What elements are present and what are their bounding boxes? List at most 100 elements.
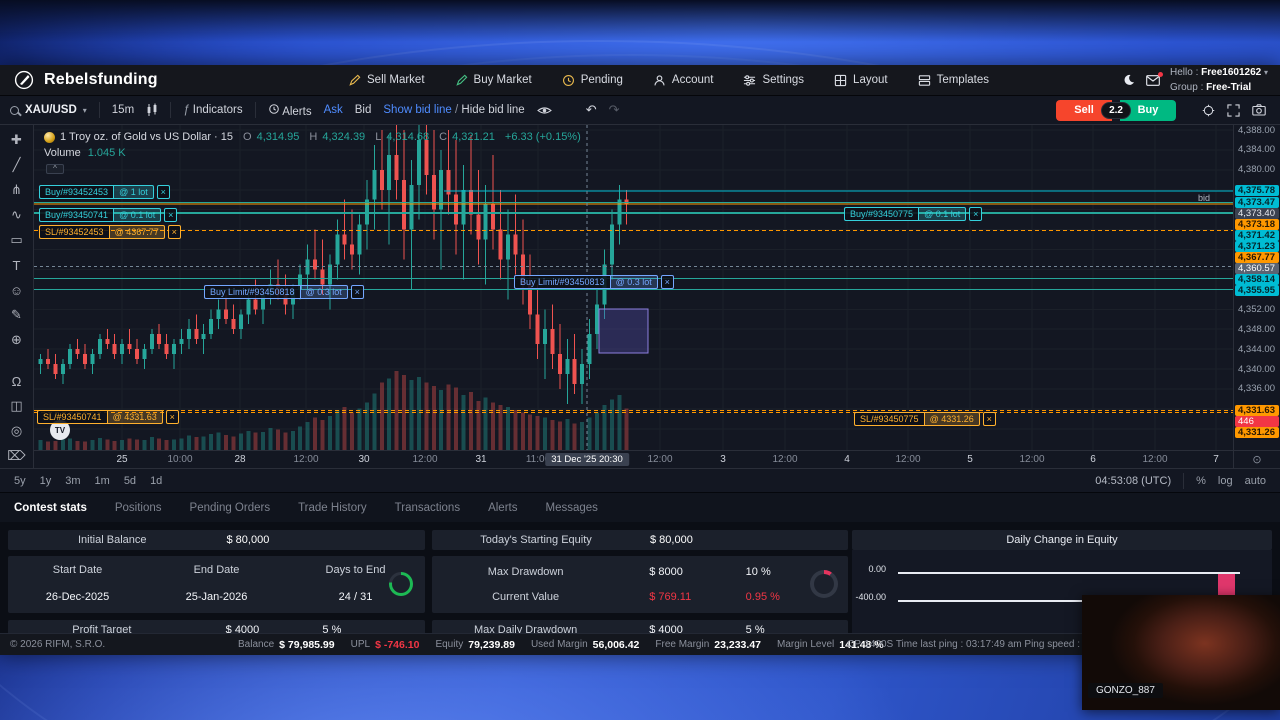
range-1d-button[interactable]: 1d [150, 474, 163, 487]
crosshair-time-badge: 31 Dec '25 20:30 [545, 453, 629, 466]
pitchfork-icon[interactable]: ⋔ [11, 182, 22, 197]
utc-clock[interactable]: 04:53:08 (UTC) [1095, 474, 1172, 487]
price-axis-label: 4,352.00 [1238, 303, 1275, 315]
lock-icon[interactable]: ◫ [10, 398, 23, 413]
time-axis-label: 12:00 [1142, 454, 1168, 465]
range-5y-button[interactable]: 5y [14, 474, 26, 487]
order-tag[interactable]: Buy/#93452453 @ 1 lot × [39, 185, 170, 199]
chart-style-candles-icon[interactable] [146, 103, 158, 117]
nav-layout[interactable]: Layout [834, 74, 888, 87]
tab-trade-history[interactable]: Trade History [298, 501, 367, 514]
range-3m-button[interactable]: 3m [65, 474, 81, 487]
order-tag[interactable]: SL/#93452453 @ 4367.77 × [39, 225, 181, 239]
order-tag-close-button[interactable]: × [164, 208, 178, 222]
order-tag-close-button[interactable]: × [165, 410, 179, 424]
profit-target-pct: 5 % [322, 624, 342, 633]
ping-status: CP-1400S Time last ping : 03:17:49 am Pi… [847, 639, 1080, 650]
indicators-button[interactable]: ƒ Indicators [183, 104, 243, 116]
order-tag-close-button[interactable]: × [167, 225, 181, 239]
camera-icon[interactable] [1252, 104, 1266, 116]
tab-contest-stats[interactable]: Contest stats [14, 501, 87, 514]
time-axis-label: 12:00 [772, 454, 798, 465]
used-margin-item: Used Margin 56,006.42 [530, 638, 640, 651]
trend-line-icon[interactable]: ╱ [12, 157, 21, 172]
legend-collapse-button[interactable]: ^ [46, 164, 64, 174]
redo-button[interactable]: ↷ [608, 102, 620, 117]
alerts-button[interactable]: Alerts [268, 103, 312, 118]
buy-button[interactable]: Buy [1120, 99, 1176, 121]
undo-button[interactable]: ↶ [585, 102, 597, 117]
ask-toggle[interactable]: Ask [323, 104, 343, 116]
chevron-down-icon: ▾ [82, 105, 87, 115]
symbol-selector[interactable]: XAU/USD ▾ [10, 104, 87, 116]
mail-icon[interactable] [1146, 71, 1163, 86]
range-1y-button[interactable]: 1y [39, 474, 52, 487]
order-tag-close-button[interactable]: × [156, 185, 170, 199]
price-axis-label: 4,348.00 [1238, 323, 1275, 335]
alarm-clock-icon [268, 103, 279, 114]
max-drawdown-value: $ 8000 [649, 566, 683, 579]
candlestick-canvas [34, 125, 1233, 450]
mail-notification-dot [1158, 71, 1163, 77]
order-tag-label: Buy/#93450775 [844, 207, 919, 221]
order-tag[interactable]: Buy/#93450775 @ 0.1 lot × [844, 207, 983, 221]
magnet-icon[interactable]: Ω [11, 373, 22, 389]
days-progress-ring [389, 572, 413, 596]
bid-line-toggle[interactable]: Show bid line / Hide bid line [383, 104, 525, 116]
price-axis-label: 4,331.63 [1235, 405, 1279, 417]
order-tag[interactable]: Buy Limit/#93450818 @ 0.3 lot × [204, 285, 364, 299]
scale-auto-button[interactable]: auto [1244, 474, 1266, 487]
account-info[interactable]: Hello : Free1601262 ▾ Group : Free-Trial [1170, 65, 1268, 95]
wave-icon[interactable]: ∿ [11, 207, 22, 222]
high-label: H [309, 131, 318, 143]
zoom-in-icon[interactable]: ⊕ [11, 332, 22, 347]
range-row: 5y 1y 3m 1m 5d 1d 04:53:08 (UTC) % log a… [0, 468, 1280, 492]
text-icon[interactable]: T [12, 257, 21, 273]
scale-percent-button[interactable]: % [1196, 474, 1206, 487]
axis-settings-corner[interactable]: ⊙ [1233, 450, 1280, 468]
order-tag[interactable]: Buy Limit/#93450813 @ 0.3 lot × [514, 275, 674, 289]
order-tag-close-button[interactable]: × [350, 285, 364, 299]
remove-drawings-icon[interactable]: ⌦ [7, 448, 26, 463]
range-5d-button[interactable]: 5d [123, 474, 137, 487]
theme-moon-icon[interactable] [1124, 74, 1136, 86]
nav-account[interactable]: Account [653, 74, 713, 87]
order-tag[interactable]: SL/#93450775 @ 4331.26 × [854, 412, 996, 426]
sell-button[interactable]: Sell [1056, 99, 1113, 121]
rectangle-icon[interactable]: ▭ [10, 232, 23, 247]
nav-settings[interactable]: Settings [743, 74, 804, 87]
nav-buy-market[interactable]: Buy Market [455, 74, 532, 87]
price-chart[interactable]: 1 Troy oz. of Gold vs US Dollar · 15 O 4,… [34, 125, 1233, 450]
tab-alerts[interactable]: Alerts [488, 501, 518, 514]
price-axis-label: 4,331.26 [1235, 427, 1279, 439]
order-tag-close-button[interactable]: × [660, 275, 674, 289]
copyright: © 2026 RIFM, S.R.O. [10, 639, 106, 650]
bid-toggle[interactable]: Bid [354, 104, 372, 116]
target-icon[interactable] [1202, 104, 1215, 117]
time-axis[interactable]: 25 10:00 28 12:00 30 12:00 31 11:00 12:00 3 12:00 4… [34, 450, 1233, 468]
nav-sell-market[interactable]: Sell Market [348, 74, 425, 87]
open-value: 4,314.95 [256, 131, 300, 143]
scale-log-button[interactable]: log [1217, 474, 1233, 487]
draw-icon[interactable]: ✎ [11, 307, 22, 322]
eye-icon[interactable] [536, 105, 552, 116]
hide-drawings-icon[interactable]: ◎ [10, 423, 23, 438]
crosshair-icon[interactable]: ✚ [11, 132, 22, 147]
account-username: Free1601262 [1201, 67, 1262, 78]
order-tag-close-button[interactable]: × [982, 412, 996, 426]
price-axis[interactable]: 4,388.00 4,384.00 4,380.00 4,375.78 4,373.47… [1233, 125, 1280, 450]
order-tag[interactable]: Buy/#93450741 @ 0.1 lot × [39, 208, 178, 222]
timeframe-selector[interactable]: 15m [111, 104, 135, 116]
range-1m-button[interactable]: 1m [94, 474, 110, 487]
tab-pending-orders[interactable]: Pending Orders [189, 501, 271, 514]
nav-pending[interactable]: Pending [562, 74, 623, 87]
fullscreen-icon[interactable] [1227, 103, 1240, 117]
tab-positions[interactable]: Positions [114, 501, 162, 514]
order-tag-close-button[interactable]: × [969, 207, 983, 221]
order-tag[interactable]: SL/#93450741 @ 4331.63 × [37, 410, 179, 424]
time-axis-label: 12:00 [412, 454, 438, 465]
nav-templates[interactable]: Templates [918, 74, 989, 87]
tab-transactions[interactable]: Transactions [394, 501, 461, 514]
emoji-icon[interactable]: ☺ [9, 282, 24, 298]
tab-messages[interactable]: Messages [545, 501, 598, 514]
